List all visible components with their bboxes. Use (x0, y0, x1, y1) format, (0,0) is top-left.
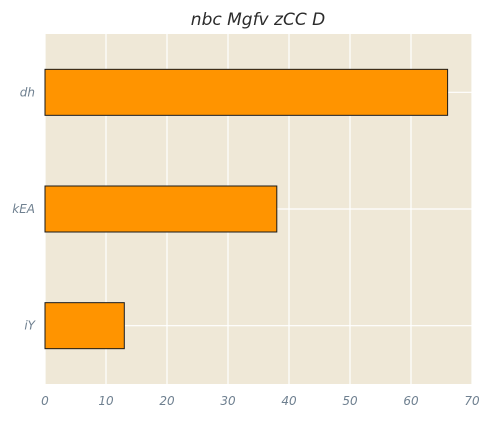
y-tick-label: dh (20, 85, 35, 99)
x-tick-label: 50 (342, 394, 358, 408)
bars (44, 68, 449, 350)
bar-iY (44, 302, 125, 350)
x-tick-label: 70 (464, 394, 480, 408)
x-tick-label: 10 (98, 394, 114, 408)
chart-title: nbc Mgfv zCC D (191, 10, 325, 30)
x-axis-tick-labels: 0 10 20 30 40 50 60 70 (41, 394, 480, 408)
x-tick-label: 20 (159, 394, 175, 408)
bar-kEA (44, 185, 278, 233)
y-axis-tick-labels: dh kEA iY (12, 85, 36, 332)
y-tick-label: kEA (12, 202, 35, 216)
bar-dh (44, 68, 449, 116)
y-tick-label: iY (24, 319, 36, 333)
x-tick-label: 30 (220, 394, 236, 408)
x-tick-label: 0 (41, 394, 49, 408)
x-tick-label: 60 (403, 394, 419, 408)
x-tick-label: 40 (281, 394, 297, 408)
